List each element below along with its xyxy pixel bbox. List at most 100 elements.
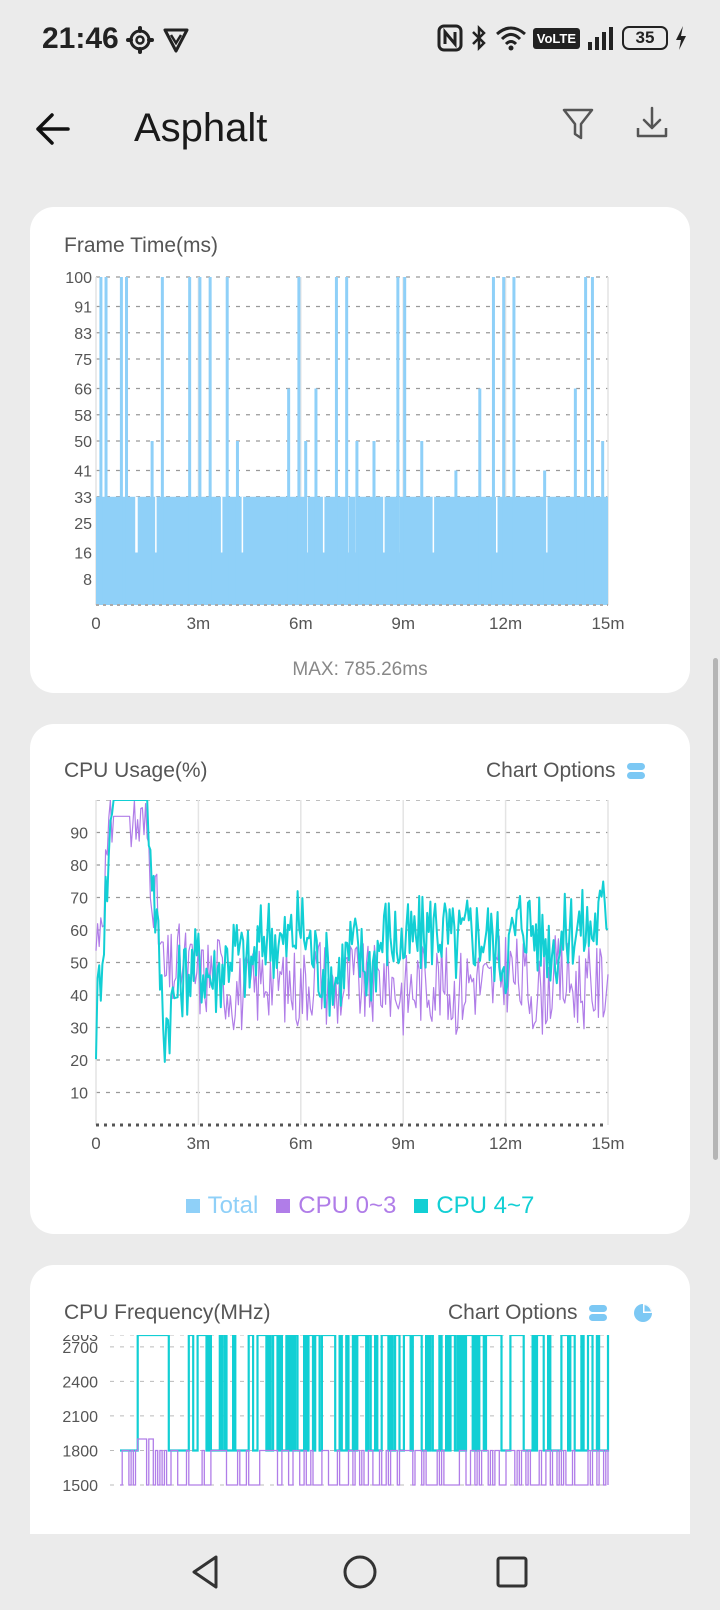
legend-cpu-0-3-label: CPU 0~3 xyxy=(298,1192,397,1219)
y-tick-label: 2803 xyxy=(62,1335,98,1345)
x-tick-label: 12m xyxy=(489,1134,522,1153)
y-tick-label: 50 xyxy=(70,956,88,973)
frame-spike-bar xyxy=(543,470,547,605)
frequency-chart-options-label: Chart Options xyxy=(448,1301,578,1324)
x-tick-label: 6m xyxy=(289,1134,313,1153)
frame-spike-bar xyxy=(355,441,359,605)
cpu-usage-card: CPU Usage(%) Chart Options 90 80 70 60 50 40 3… xyxy=(30,724,690,1234)
y-tick-label: 10 xyxy=(70,1086,88,1103)
x-tick-label: 15m xyxy=(591,614,624,633)
y-tick-label: 80 xyxy=(70,858,88,875)
legend-cpu-0-3[interactable]: CPU 0~3 xyxy=(276,1192,396,1220)
y-tick-label: 20 xyxy=(70,1053,88,1070)
signal-icon xyxy=(588,27,613,50)
frame-dip xyxy=(155,496,157,553)
frame-spike-bar xyxy=(573,388,577,605)
status-bar: 21:46 VoLTE xyxy=(0,0,720,84)
frame-spike-bar xyxy=(512,277,516,605)
y-tick-label: 33 xyxy=(74,490,92,507)
frame-spike-bar xyxy=(345,277,349,605)
frequency-chart-options-button[interactable]: Chart Options xyxy=(448,1301,654,1325)
nav-recents-icon[interactable] xyxy=(492,1552,532,1592)
y-tick-label: 16 xyxy=(74,546,92,563)
y-tick-label: 40 xyxy=(70,988,88,1005)
frame-spike-bar xyxy=(119,277,123,605)
frame-spike-bar xyxy=(601,441,605,605)
bluetooth-icon xyxy=(471,24,486,52)
y-tick-label: 75 xyxy=(74,352,92,369)
y-tick-label: 60 xyxy=(70,923,88,940)
filter-icon[interactable] xyxy=(560,104,596,144)
frame-spike-bar xyxy=(403,277,407,605)
series-line-1 xyxy=(95,800,609,1063)
y-tick-label: 70 xyxy=(70,891,88,908)
cpu-frequency-title: CPU Frequency(MHz) xyxy=(64,1301,271,1324)
y-tick-label: 2400 xyxy=(62,1374,98,1391)
frame-spike-bar xyxy=(160,277,164,605)
chart-options-button[interactable]: Chart Options xyxy=(486,759,646,783)
frame-spike-bar xyxy=(420,441,424,605)
chart-options-label: Chart Options xyxy=(486,759,616,782)
y-tick-label: 91 xyxy=(74,300,92,317)
frame-spike-bar xyxy=(235,441,239,605)
frame-dip xyxy=(383,496,385,553)
frame-spike-bar xyxy=(198,277,202,605)
app-bar: Asphalt xyxy=(0,84,720,174)
frame-spike-bar xyxy=(188,277,192,605)
x-tick-label: 9m xyxy=(391,614,415,633)
nav-back-icon[interactable] xyxy=(186,1552,226,1592)
charging-icon xyxy=(676,26,686,50)
volte-icon: VoLTE xyxy=(532,27,580,49)
cpu-usage-title: CPU Usage(%) xyxy=(64,759,208,782)
cpu-usage-chart[interactable]: 90 80 70 60 50 40 30 20 10 0 3m 6m 9m 12m 15m xyxy=(30,800,690,1200)
y-tick-label: 100 xyxy=(65,270,92,287)
x-tick-label: 3m xyxy=(187,614,211,633)
frame-spike-bar xyxy=(491,277,495,605)
x-tick-label: 0 xyxy=(91,614,100,633)
legend-cpu-4-7[interactable]: CPU 4~7 xyxy=(414,1192,534,1220)
frame-spike-bar xyxy=(287,388,291,605)
x-tick-label: 0 xyxy=(91,1134,100,1153)
layers-icon xyxy=(588,1305,607,1321)
arrow-left-icon[interactable] xyxy=(30,106,76,152)
y-tick-label: 1800 xyxy=(62,1443,98,1460)
frame-spike-bar xyxy=(396,277,400,605)
frame-spike-bar xyxy=(150,441,154,605)
x-tick-label: 15m xyxy=(591,1134,624,1153)
page-title: Asphalt xyxy=(134,106,268,150)
scrollbar[interactable] xyxy=(713,658,718,1160)
navigation-bar xyxy=(0,1534,720,1610)
y-tick-label: 58 xyxy=(74,408,92,425)
y-tick-label: 25 xyxy=(74,516,92,533)
legend-total-label: Total xyxy=(207,1192,259,1219)
frame-spike-bar xyxy=(314,388,318,605)
frame-spike-bar xyxy=(225,277,229,605)
x-tick-label: 12m xyxy=(489,614,522,633)
y-tick-label: 2100 xyxy=(62,1409,98,1426)
y-tick-label: 8 xyxy=(83,572,92,589)
pie-chart-icon[interactable] xyxy=(632,1302,654,1324)
shield-v-icon xyxy=(163,28,189,53)
frame-spike-bar xyxy=(372,441,376,605)
cpu-frequency-card: CPU Frequency(MHz) Chart Options 2803 270… xyxy=(30,1265,690,1565)
nfc-icon xyxy=(437,24,463,52)
frame-spike-bar xyxy=(99,277,103,605)
frame-dip xyxy=(432,496,435,553)
frame-dip xyxy=(496,496,498,553)
y-tick-label: 2700 xyxy=(62,1340,98,1357)
frame-time-chart[interactable]: 100 91 83 75 66 58 50 41 33 25 16 8 0 3m 6m 9m 12m 15m xyxy=(30,259,690,679)
frame-dip xyxy=(136,496,138,553)
y-tick-label: 66 xyxy=(74,382,92,399)
frame-spike-bar xyxy=(334,277,338,605)
frame-time-card: Frame Time(ms) 100 91 83 75 66 58 50 41 33 25 16 8 0… xyxy=(30,207,690,693)
frame-time-max: MAX: 785.26ms xyxy=(292,659,428,680)
frame-spike-bar xyxy=(304,441,308,605)
series-line-0 xyxy=(120,1335,610,1452)
legend-total[interactable]: Total xyxy=(185,1192,259,1220)
nav-home-icon[interactable] xyxy=(340,1552,380,1592)
wifi-icon xyxy=(495,26,526,51)
status-icons-right: VoLTE 35 xyxy=(437,24,688,52)
legend-cpu-4-7-label: CPU 4~7 xyxy=(436,1192,535,1219)
download-icon[interactable] xyxy=(634,104,670,144)
